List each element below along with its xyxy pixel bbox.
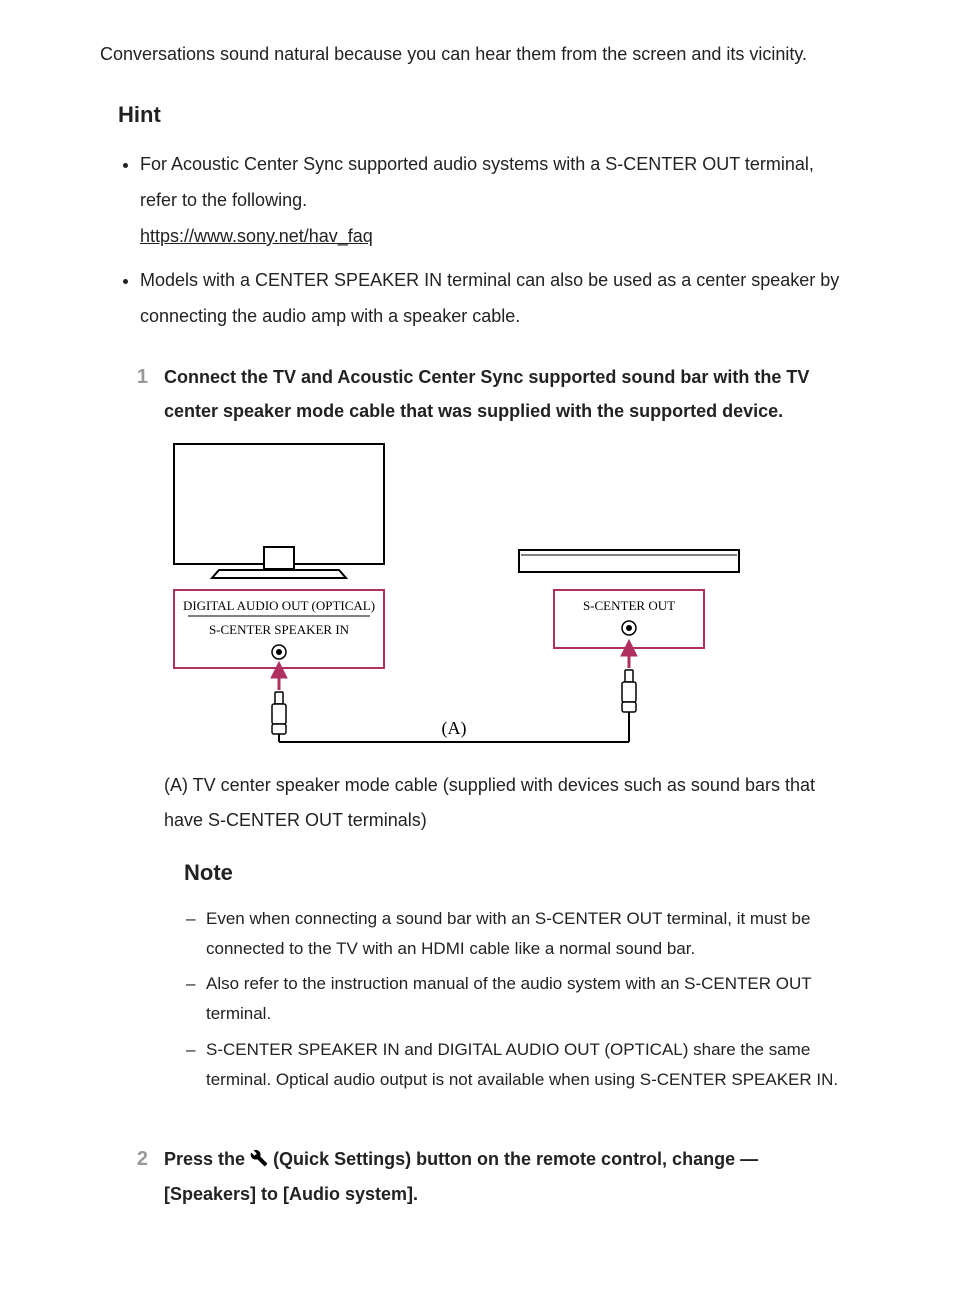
note-item: S-CENTER SPEAKER IN and DIGITAL AUDIO OU… — [206, 1035, 854, 1095]
hint-list: For Acoustic Center Sync supported audio… — [100, 146, 854, 334]
faq-link[interactable]: https://www.sony.net/hav_faq — [140, 226, 373, 246]
hint-item-text: For Acoustic Center Sync supported audio… — [140, 154, 814, 210]
step-number: 2 — [100, 1142, 164, 1176]
tv-label-line1: DIGITAL AUDIO OUT (OPTICAL) — [183, 598, 375, 613]
diagram-caption: (A) TV center speaker mode cable (suppli… — [164, 768, 854, 836]
tv-label-line2: S-CENTER SPEAKER IN — [209, 622, 350, 637]
note-item: Also refer to the instruction manual of … — [206, 969, 854, 1029]
step-1-heading: Connect the TV and Acoustic Center Sync … — [164, 360, 854, 428]
hint-heading: Hint — [118, 97, 854, 132]
note-heading: Note — [184, 855, 854, 890]
wrench-icon — [250, 1149, 268, 1167]
hint-item: Models with a CENTER SPEAKER IN terminal… — [140, 262, 854, 334]
soundbar-label: S-CENTER OUT — [583, 598, 675, 613]
step-1: 1 Connect the TV and Acoustic Center Syn… — [100, 360, 854, 1122]
note-item: Even when connecting a sound bar with an… — [206, 904, 854, 964]
note-list: Even when connecting a sound bar with an… — [164, 904, 854, 1095]
cable-label: (A) — [442, 718, 467, 739]
step-2: 2 Press the (Quick Settings) button on t… — [100, 1142, 854, 1224]
step-2-heading: Press the (Quick Settings) button on the… — [164, 1142, 854, 1210]
step-2-text-before: Press the — [164, 1149, 250, 1169]
intro-text: Conversations sound natural because you … — [100, 40, 854, 69]
hint-item: For Acoustic Center Sync supported audio… — [140, 146, 854, 254]
step-number: 1 — [100, 360, 164, 394]
connection-diagram: DIGITAL AUDIO OUT (OPTICAL) S-CENTER SPE… — [164, 442, 854, 752]
